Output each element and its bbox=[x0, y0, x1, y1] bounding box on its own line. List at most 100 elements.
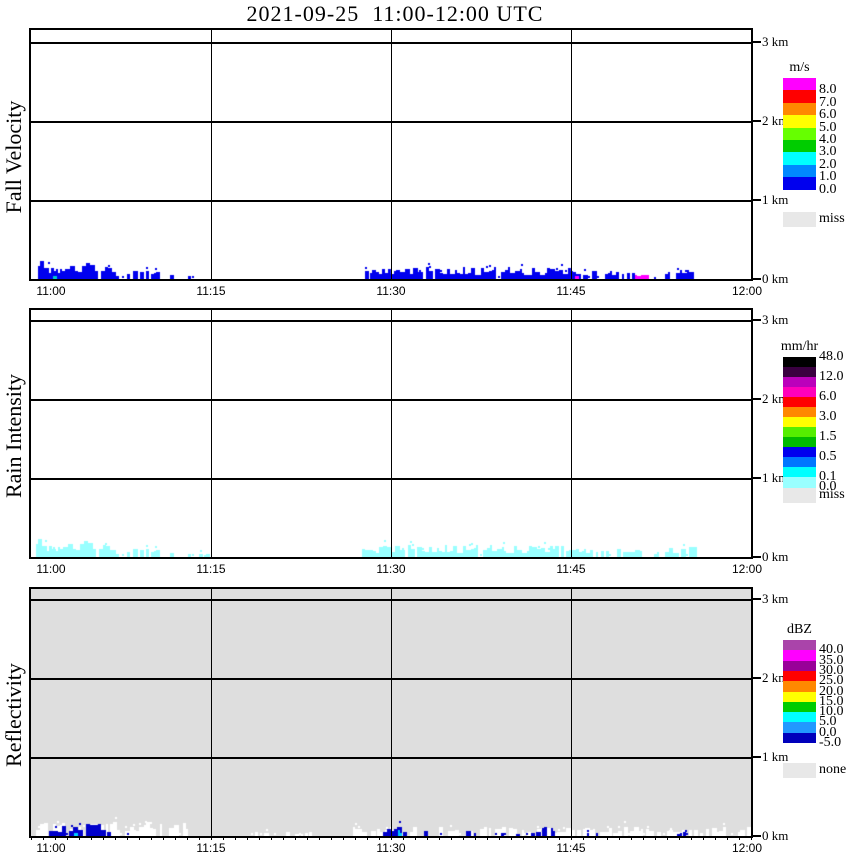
y-axis-label-reflectivity: Reflectivity bbox=[1, 662, 26, 767]
minute-tick bbox=[415, 837, 416, 840]
minute-tick bbox=[331, 837, 332, 840]
legend-band-label: 0.5 bbox=[819, 449, 837, 464]
legend-band bbox=[783, 164, 816, 178]
minute-tick bbox=[115, 837, 116, 840]
minute-tick bbox=[451, 837, 452, 840]
time-tick-label: 11:15 bbox=[196, 284, 226, 298]
legend-miss-band bbox=[783, 211, 816, 227]
time-tick-label: 12:00 bbox=[731, 284, 763, 298]
legend-band bbox=[783, 127, 816, 141]
legend-band-label: 4.0 bbox=[819, 132, 837, 147]
time-tick-label: 11:30 bbox=[376, 841, 406, 855]
minute-tick bbox=[751, 837, 752, 840]
minute-tick bbox=[739, 837, 740, 840]
y-axis-label-fall-velocity: Fall Velocity bbox=[1, 100, 26, 213]
legend-band bbox=[783, 650, 816, 662]
time-tick-label: 11:45 bbox=[556, 284, 586, 298]
km-tick bbox=[753, 835, 761, 837]
panel-rain-intensity bbox=[29, 308, 753, 559]
legend-band bbox=[783, 722, 816, 734]
legend-miss-label: none bbox=[819, 762, 847, 777]
time-gridline bbox=[571, 30, 572, 279]
legend-miss-band bbox=[783, 763, 816, 778]
y-axis-label-rain-intensity: Rain Intensity bbox=[1, 373, 26, 498]
time-tick-label: 11:45 bbox=[556, 562, 586, 576]
legend-band-label: 1.5 bbox=[819, 429, 837, 444]
legend-band-label: 2.0 bbox=[819, 156, 837, 172]
legend-band bbox=[783, 152, 816, 166]
legend-miss-label: miss bbox=[819, 210, 845, 226]
minute-tick bbox=[631, 837, 632, 840]
km-tick-label: 2 km bbox=[762, 113, 789, 128]
minute-tick bbox=[31, 837, 32, 840]
minute-tick bbox=[139, 837, 140, 840]
legend-band bbox=[783, 701, 816, 713]
km-tick bbox=[753, 756, 761, 758]
minute-tick bbox=[103, 837, 104, 840]
km-tick bbox=[753, 477, 761, 479]
minute-tick bbox=[259, 837, 260, 840]
time-tick-label: 11:15 bbox=[196, 841, 226, 855]
time-tick-label: 11:00 bbox=[36, 841, 66, 855]
time-tick-label: 11:45 bbox=[556, 841, 586, 855]
minute-tick bbox=[271, 837, 272, 840]
time-tick-label: 12:00 bbox=[731, 562, 763, 576]
minute-tick bbox=[295, 837, 296, 840]
minute-tick bbox=[43, 837, 44, 840]
panel-fall-velocity bbox=[29, 28, 753, 281]
minute-tick bbox=[223, 837, 224, 840]
legend-band-label: 12.0 bbox=[819, 369, 844, 384]
time-gridline bbox=[391, 310, 392, 557]
legend-band-label: 35.0 bbox=[819, 652, 844, 668]
minute-tick bbox=[439, 837, 440, 840]
minute-tick bbox=[235, 837, 236, 840]
legend-band-label: 3.0 bbox=[819, 144, 837, 160]
legend-title-rain-intensity: mm/hr bbox=[780, 339, 819, 354]
minute-tick bbox=[607, 837, 608, 840]
legend-band bbox=[783, 712, 816, 723]
time-gridline bbox=[211, 30, 212, 279]
legend-band bbox=[783, 102, 816, 116]
legend-band bbox=[783, 447, 816, 458]
time-gridline bbox=[391, 30, 392, 279]
minute-tick bbox=[79, 837, 80, 840]
time-tick-label: 12:00 bbox=[731, 841, 763, 855]
km-tick-label: 0 km bbox=[762, 271, 789, 286]
legend-band-label: -5.0 bbox=[819, 735, 842, 750]
legend-band-label: 15.0 bbox=[819, 693, 844, 709]
minute-tick bbox=[559, 837, 560, 840]
km-tick-label: 0 km bbox=[762, 549, 789, 564]
km-tick bbox=[753, 398, 761, 400]
minute-tick bbox=[655, 837, 656, 840]
minute-tick bbox=[151, 837, 152, 840]
legend-band-label: 3.0 bbox=[819, 409, 837, 424]
plot-area-fall-velocity bbox=[31, 30, 751, 279]
legend-band-label: 40.0 bbox=[819, 642, 844, 658]
minute-tick bbox=[523, 837, 524, 840]
time-tick-label: 11:30 bbox=[376, 284, 406, 298]
minute-tick bbox=[667, 837, 668, 840]
chart-title: 2021-09-25 11:00-12:00 UTC bbox=[246, 1, 544, 26]
minute-tick bbox=[175, 837, 176, 840]
minute-tick bbox=[595, 837, 596, 840]
legend-band bbox=[783, 457, 816, 468]
minute-tick bbox=[163, 837, 164, 840]
legend-miss-band bbox=[783, 488, 816, 503]
legend-band-label: 5.0 bbox=[819, 119, 837, 135]
minute-tick bbox=[379, 837, 380, 840]
legend-band bbox=[783, 115, 816, 129]
minute-tick bbox=[391, 837, 392, 840]
minute-tick bbox=[403, 837, 404, 840]
km-tick bbox=[753, 677, 761, 679]
legend-band bbox=[783, 357, 816, 368]
minute-tick bbox=[643, 837, 644, 840]
legend-band-label: 0.0 bbox=[819, 479, 837, 494]
minute-tick bbox=[547, 837, 548, 840]
minute-tick bbox=[511, 837, 512, 840]
legend-band-label: 1.0 bbox=[819, 169, 837, 185]
minute-tick bbox=[691, 837, 692, 840]
time-tick-label: 11:00 bbox=[36, 284, 66, 298]
minute-tick bbox=[307, 837, 308, 840]
km-tick bbox=[753, 41, 761, 43]
legend-band bbox=[783, 467, 816, 478]
